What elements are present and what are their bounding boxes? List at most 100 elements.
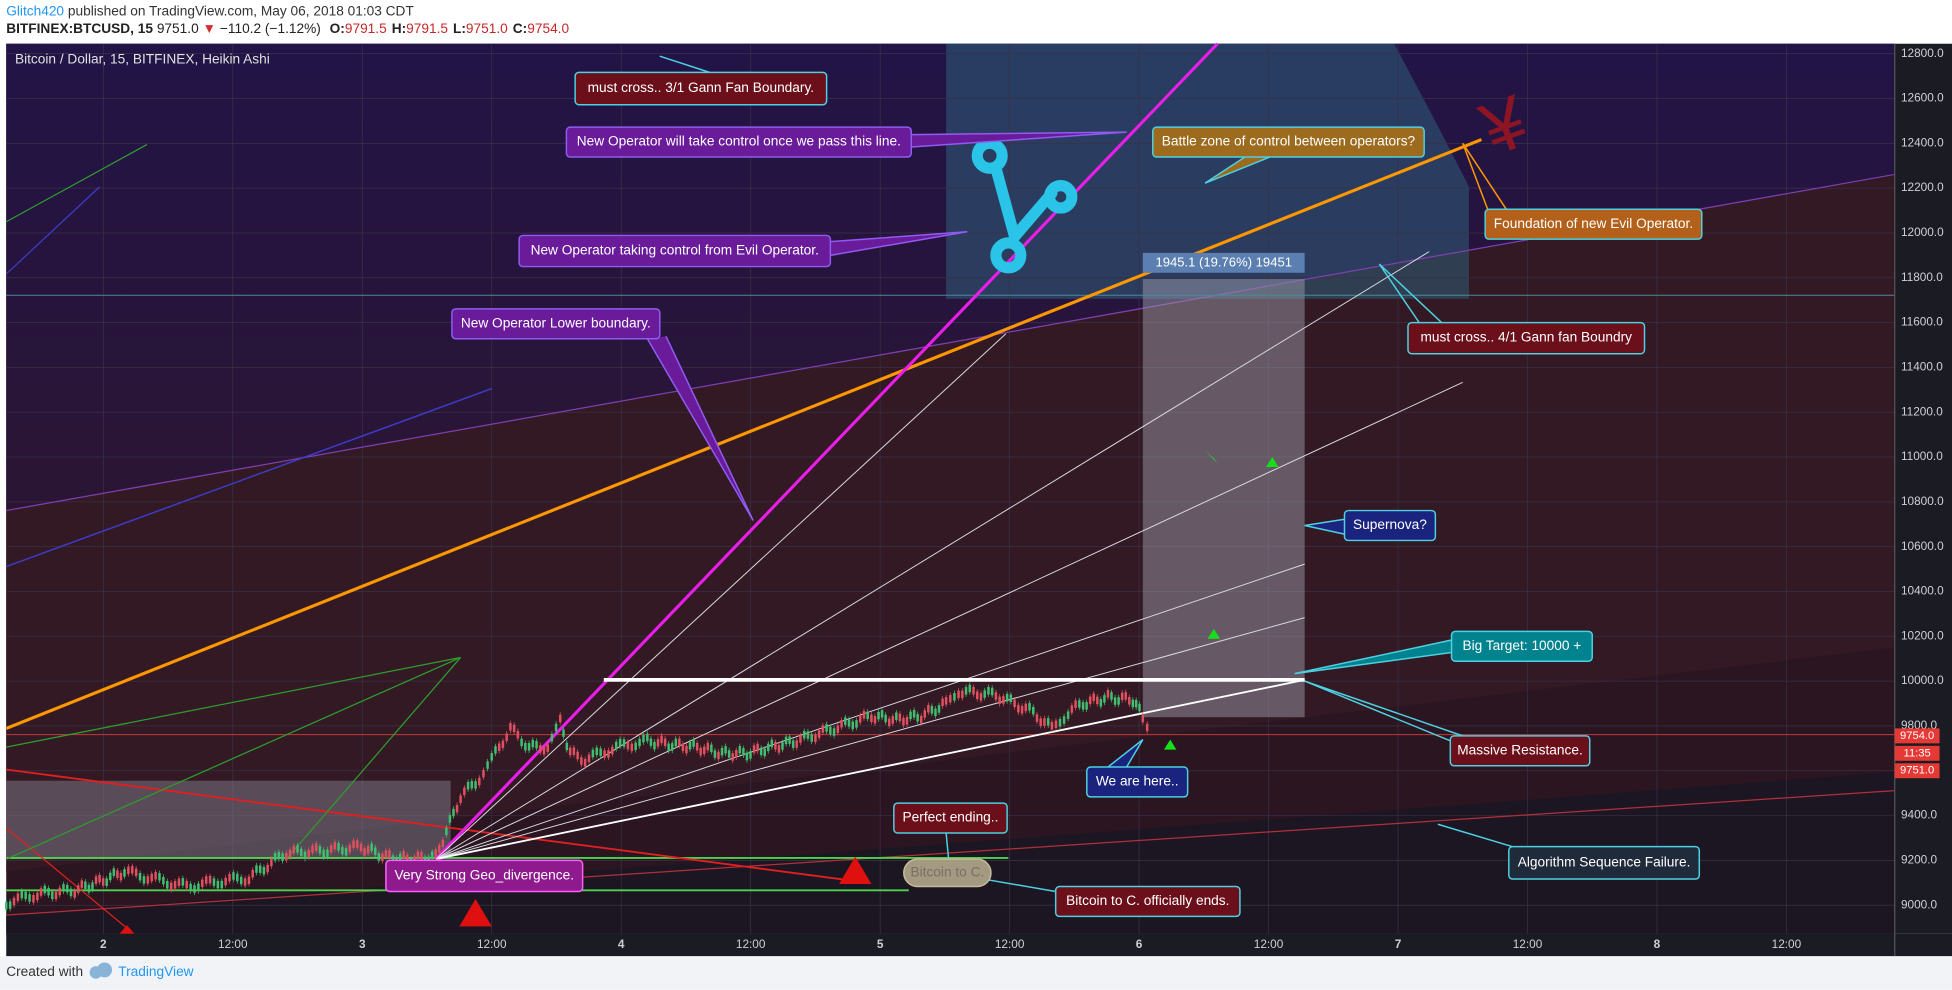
annotation-box: [385, 859, 584, 893]
candle-body: [990, 687, 994, 696]
candle-body: [1138, 703, 1141, 712]
price-label: 9400.0: [1901, 808, 1938, 822]
candle-body: [622, 739, 626, 747]
candle-body: [243, 878, 247, 886]
arrow: ▼: [203, 20, 217, 35]
blue-line: [5, 186, 101, 275]
candle-body: [258, 865, 262, 873]
price-label: 11000.0: [1901, 449, 1943, 463]
candle-body: [802, 730, 806, 739]
ohlc-value: 9751.0: [466, 20, 508, 35]
ohlc-label: C:: [513, 20, 527, 35]
candle-body: [724, 746, 727, 754]
candle-body: [599, 748, 602, 756]
annotation-box: [1450, 630, 1593, 662]
annotation-text: We are here..: [1096, 774, 1179, 789]
candle-body: [550, 733, 554, 742]
candle-body: [158, 873, 161, 881]
candle-body: [352, 840, 355, 849]
footer: [0, 956, 1952, 990]
symbol-line: BITFINEX:BTCUSD, 15 9751.0 ▼ −110.2 (−1.…: [6, 20, 569, 35]
candle-body: [441, 839, 445, 848]
candle-body: [363, 848, 366, 856]
candle-body: [1092, 693, 1095, 701]
price-label: 11800.0: [1901, 270, 1943, 284]
tv-logo: [89, 962, 113, 979]
candle-body: [695, 742, 699, 751]
candle-body: [580, 757, 583, 765]
time-label: 4: [618, 937, 625, 951]
candle-body: [224, 877, 227, 886]
candle-body: [318, 846, 322, 854]
candle-body: [494, 746, 497, 754]
candle-body: [20, 890, 24, 899]
candle-body: [745, 752, 749, 761]
candle-body: [634, 742, 637, 751]
candle-body: [770, 739, 774, 748]
candle-body: [62, 884, 65, 892]
candle-body: [296, 845, 299, 853]
candle-body: [1088, 696, 1092, 705]
price-badge: [1894, 745, 1940, 761]
fan-line: [435, 563, 1305, 860]
ohlc-value: 9791.5: [345, 20, 387, 35]
candle-body: [232, 872, 235, 880]
candle-body: [851, 721, 854, 730]
price-label: 9200.0: [1901, 853, 1938, 867]
candle-body: [887, 718, 891, 727]
price-label: 12400.0: [1901, 135, 1944, 149]
candle-body: [535, 740, 538, 749]
candle-body: [204, 876, 208, 884]
candle-body: [154, 871, 157, 880]
price-label: 10000.0: [1901, 673, 1944, 687]
candle-body: [1085, 702, 1088, 710]
candle-body: [1081, 702, 1085, 710]
brand-link[interactable]: TradingView: [118, 964, 193, 979]
candle-body: [572, 747, 576, 755]
gann-fan: [435, 251, 1463, 860]
candle-body: [322, 849, 325, 858]
candle-body: [717, 751, 720, 760]
price-label: 11200.0: [1901, 404, 1943, 418]
candle-body: [912, 710, 916, 718]
time-axis: [6, 933, 1952, 957]
candle-body: [247, 876, 251, 884]
candle-body: [1066, 711, 1070, 719]
candle-body: [891, 716, 895, 724]
created-with: Created with: [6, 964, 83, 979]
candle-body: [731, 753, 734, 761]
annotation-text: Perfect ending..: [903, 810, 999, 825]
grid: [6, 43, 1895, 934]
candle-body: [1096, 696, 1099, 705]
candle-body: [795, 740, 798, 748]
author[interactable]: Glitch420: [6, 3, 64, 18]
candle-body: [749, 751, 752, 759]
candle-body: [402, 850, 405, 859]
candle-body: [58, 887, 61, 896]
candle-body: [983, 690, 986, 698]
annotation-text: must cross.. 3/1 Gann Fan Boundary.: [588, 80, 814, 95]
candle-body: [87, 884, 91, 893]
annotation-text: Bitcoin to C. officially ends.: [1066, 893, 1229, 908]
annotation-box: [1484, 208, 1703, 240]
candle-body: [527, 743, 531, 751]
candle-body: [150, 873, 153, 882]
orange-line: [5, 138, 1483, 730]
candle-body: [516, 730, 520, 739]
candle-body: [941, 698, 944, 707]
candle-body: [1110, 692, 1113, 700]
candle-body: [961, 690, 964, 699]
key-icon: [971, 137, 1078, 274]
candle-body: [710, 744, 713, 753]
candle-body: [39, 888, 43, 896]
candle-body: [131, 865, 134, 874]
candle-body: [752, 745, 756, 753]
candle-body: [788, 736, 791, 744]
candle-body: [742, 748, 745, 756]
candle-body: [964, 687, 968, 695]
candle-body: [1134, 699, 1138, 708]
candle-body: [595, 747, 599, 756]
candle-body: [101, 878, 105, 886]
candle-body: [142, 876, 146, 884]
header-line: Glitch420 published on TradingView.com, …: [6, 3, 414, 18]
